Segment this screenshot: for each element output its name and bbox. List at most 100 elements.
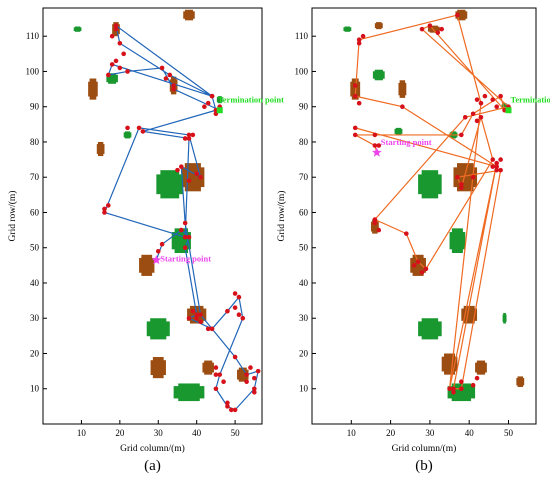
path-node: [198, 174, 203, 180]
path-node: [419, 270, 425, 275]
path-node: [419, 26, 425, 32]
path-node: [232, 354, 238, 360]
y-tick-label: 50: [30, 243, 40, 253]
path-node: [125, 69, 130, 74]
path-node: [404, 231, 409, 236]
path-node: [447, 386, 452, 392]
path-node: [198, 319, 203, 325]
path-node: [182, 220, 188, 226]
path-node: [186, 132, 192, 138]
path-node: [459, 181, 464, 187]
path-node: [372, 220, 378, 226]
y-tick-label: 90: [299, 102, 309, 112]
path-node: [217, 372, 223, 377]
path-node: [167, 72, 173, 78]
path-node: [190, 132, 196, 138]
x-tick-label: 50: [504, 428, 514, 438]
path-node: [455, 174, 460, 180]
path-node: [213, 372, 219, 377]
obstacle-green: [418, 318, 442, 340]
path-node: [490, 157, 496, 162]
path-node: [470, 174, 476, 180]
y-tick-label: 90: [30, 102, 40, 112]
path-node: [236, 312, 242, 318]
path-node: [451, 389, 456, 395]
panel-a: Termination point Starting point 10 20 30 40 5…: [7, 7, 284, 474]
y-tick-label: 60: [299, 207, 309, 217]
y-tick-label: 50: [299, 243, 309, 253]
path-node: [415, 259, 421, 265]
y-tick-label: 20: [299, 348, 309, 358]
starting-point-marker: [151, 255, 162, 265]
path-node: [182, 234, 188, 240]
path-node: [439, 26, 444, 32]
path-node: [136, 125, 142, 131]
path-node: [186, 234, 192, 240]
obstacle-green: [216, 96, 223, 104]
path-node: [462, 114, 468, 120]
path-node: [494, 164, 500, 169]
path-node: [221, 379, 226, 384]
path-node: [163, 76, 169, 81]
x-tick-label: 20: [115, 428, 125, 438]
obstacle-brown: [202, 360, 214, 375]
obstacle-green: [156, 170, 184, 199]
obstacle-green: [501, 103, 508, 111]
obstacle-brown: [427, 25, 440, 33]
path-node: [159, 65, 165, 71]
obstacle-green: [394, 127, 403, 135]
path-node: [240, 315, 246, 321]
y-axis-label: Grid row/(m): [276, 191, 287, 242]
path-node: [459, 132, 464, 138]
path-node: [109, 33, 115, 39]
path-node: [228, 407, 234, 413]
path-node: [155, 248, 161, 254]
x-tick-label: 40: [192, 428, 202, 438]
path-node: [356, 40, 362, 46]
obstacle-brown: [150, 357, 166, 379]
path-node: [190, 308, 196, 314]
panel-label: (b): [415, 458, 433, 474]
panel-label: (a): [144, 458, 161, 474]
obstacle-brown: [374, 22, 383, 30]
path-node: [474, 118, 480, 124]
path-node: [459, 379, 464, 384]
path-node: [186, 315, 192, 321]
obstacle-brown: [516, 376, 525, 387]
path-node: [376, 143, 382, 148]
path-node: [179, 227, 184, 233]
obstacle-brown: [88, 78, 98, 100]
obstacle-green: [449, 228, 466, 254]
path-node: [478, 100, 484, 106]
path-node: [360, 33, 366, 39]
path-node: [498, 167, 503, 173]
obstacle-green: [502, 312, 507, 324]
obstacle-brown: [410, 254, 426, 276]
y-tick-label: 40: [299, 278, 309, 288]
termination-point-label: Termination point: [218, 95, 284, 105]
path-node: [102, 210, 107, 215]
path-node: [121, 51, 126, 57]
path-node: [494, 104, 500, 110]
termination-point-marker: [505, 107, 512, 114]
obstacle-brown: [139, 254, 155, 276]
path-node: [225, 308, 230, 314]
path-node: [205, 326, 211, 332]
x-tick-label: 50: [231, 428, 241, 438]
panel-b: Termination point Starting point 10 20 30 40 5…: [276, 7, 550, 474]
path-node: [411, 263, 417, 268]
path-node: [376, 227, 382, 233]
path-node: [490, 164, 496, 169]
path-node: [194, 171, 199, 176]
path-node: [102, 206, 107, 212]
obstacle-green: [418, 170, 442, 199]
path-node: [478, 114, 484, 120]
y-tick-label: 60: [30, 207, 40, 217]
path-node: [182, 245, 188, 251]
y-tick-label: 40: [30, 278, 40, 288]
path-node: [113, 58, 119, 64]
path-node: [202, 104, 207, 110]
x-tick-label: 20: [386, 428, 396, 438]
path-node: [106, 203, 111, 208]
